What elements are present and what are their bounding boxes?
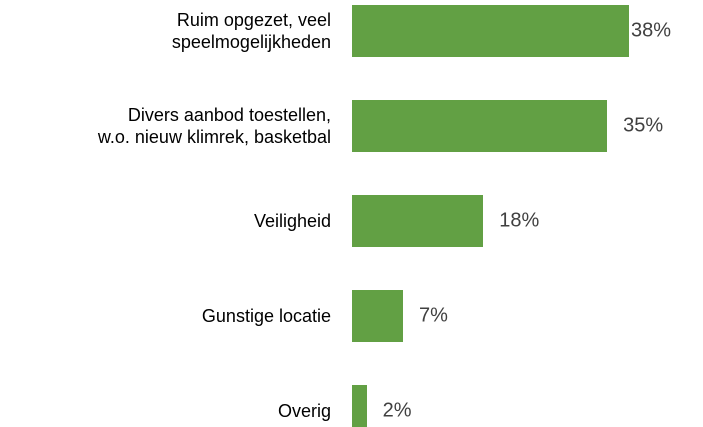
bar [352, 385, 367, 427]
value-label: 7% [419, 304, 448, 327]
value-label: 2% [382, 399, 412, 422]
bar [352, 5, 630, 57]
bar [352, 100, 608, 152]
value-label: 18% [499, 209, 540, 232]
category-label: Divers aanbod toestellen, w.o. nieuw kli… [97, 105, 331, 147]
bar [352, 195, 484, 247]
value-label: 35% [623, 114, 664, 137]
value-label: 38% [631, 19, 672, 42]
category-label: Ruim opgezet, veel speelmogelijkheden [171, 10, 331, 52]
category-label: Overig [277, 401, 331, 421]
category-label: Gunstige locatie [201, 306, 331, 326]
bar [352, 290, 404, 342]
category-label: Veiligheid [253, 211, 331, 231]
